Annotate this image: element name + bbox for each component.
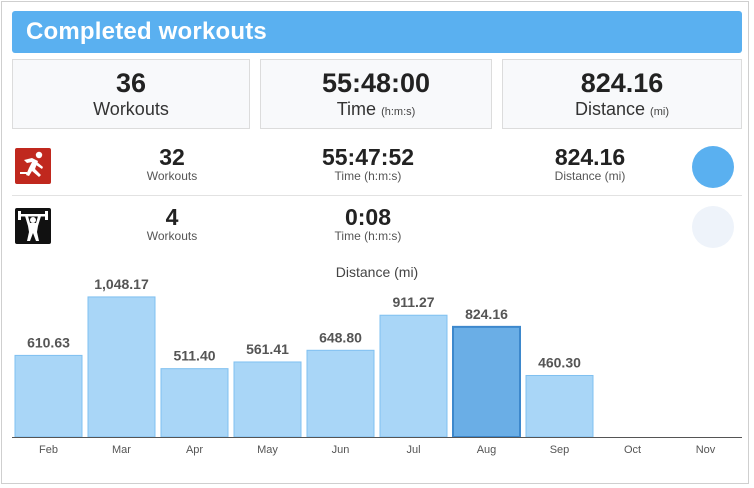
running-distance-value: 824.16 <box>554 144 626 170</box>
bar-jul[interactable] <box>379 314 448 438</box>
running-workouts-value: 32 <box>159 144 185 170</box>
summary-time-label: Time <box>336 99 377 119</box>
x-tick-sep: Sep <box>550 444 570 456</box>
summary-time: 55:48:00 Time (h:m:s) <box>260 59 492 129</box>
panel-title: Completed workouts <box>26 18 267 45</box>
summary-distance-value: 824.16 <box>580 68 664 98</box>
bar-value-label-jul: 911.27 <box>392 294 434 310</box>
bar-sep[interactable] <box>525 374 594 438</box>
panel-header: Completed workouts <box>12 11 742 53</box>
bar-value-label-may: 561.41 <box>246 341 289 357</box>
activity-row-running[interactable]: 32 Workouts 55:47:52 Time (h:m:s) 824.16… <box>12 138 742 196</box>
x-tick-jun: Jun <box>332 444 350 456</box>
bar-jun[interactable] <box>306 349 375 438</box>
running-time-value: 55:47:52 <box>321 144 415 170</box>
x-tick-jul: Jul <box>406 444 420 456</box>
chart-title: Distance (mi) <box>335 264 419 280</box>
x-tick-apr: Apr <box>186 444 203 456</box>
running-distance: 824.16 Distance (mi) <box>530 144 650 183</box>
bar-value-label-apr: 511.40 <box>173 348 215 364</box>
running-time-label: Time (h:m:s) <box>334 169 402 183</box>
bar-value-label-jun: 648.80 <box>319 329 362 345</box>
running-person-icon <box>15 148 51 184</box>
summary-distance-unit: (mi) <box>650 106 669 118</box>
x-tick-feb: Feb <box>39 444 58 456</box>
summary-distance-label: Distance <box>575 99 646 119</box>
x-tick-oct: Oct <box>624 444 641 456</box>
running-time: 55:47:52 Time (h:m:s) <box>298 144 438 183</box>
bar-feb[interactable] <box>14 354 83 438</box>
strength-time-value: 0:08 <box>344 204 392 230</box>
running-workouts: 32 Workouts <box>122 144 222 183</box>
running-workouts-label: Workouts <box>146 169 198 183</box>
bar-value-label-sep: 460.30 <box>538 354 581 370</box>
x-tick-mar: Mar <box>112 444 131 456</box>
strength-workouts-value: 4 <box>165 204 179 230</box>
summary-distance: 824.16 Distance (mi) <box>502 59 742 129</box>
bar-value-label-mar: 1,048.17 <box>94 276 149 292</box>
x-tick-may: May <box>257 444 278 456</box>
summary-workouts-value: 36 <box>115 68 147 98</box>
summary-time-unit: (h:m:s) <box>381 106 416 118</box>
bar-may[interactable] <box>233 361 302 438</box>
running-series-toggle[interactable] <box>692 146 734 188</box>
x-tick-aug: Aug <box>477 444 497 456</box>
bar-value-label-feb: 610.63 <box>27 334 70 350</box>
bar-aug[interactable] <box>452 325 521 438</box>
summary-workouts: 36 Workouts <box>12 59 250 129</box>
strength-series-toggle[interactable] <box>692 206 734 248</box>
bar-mar[interactable] <box>87 296 156 438</box>
strength-time: 0:08 Time (h:m:s) <box>298 204 438 243</box>
running-distance-label: Distance (mi) <box>554 169 626 183</box>
strength-time-label: Time (h:m:s) <box>334 229 402 243</box>
summary-workouts-label: Workouts <box>93 99 169 119</box>
bar-value-label-aug: 824.16 <box>465 306 508 322</box>
activity-row-strength[interactable]: 4 Workouts 0:08 Time (h:m:s) <box>12 198 742 256</box>
bar-apr[interactable] <box>160 368 229 438</box>
summary-time-value: 55:48:00 <box>321 68 431 98</box>
weightlifting-icon <box>15 208 51 244</box>
x-tick-nov: Nov <box>696 444 716 456</box>
strength-workouts-label: Workouts <box>146 229 198 243</box>
strength-workouts: 4 Workouts <box>122 204 222 243</box>
